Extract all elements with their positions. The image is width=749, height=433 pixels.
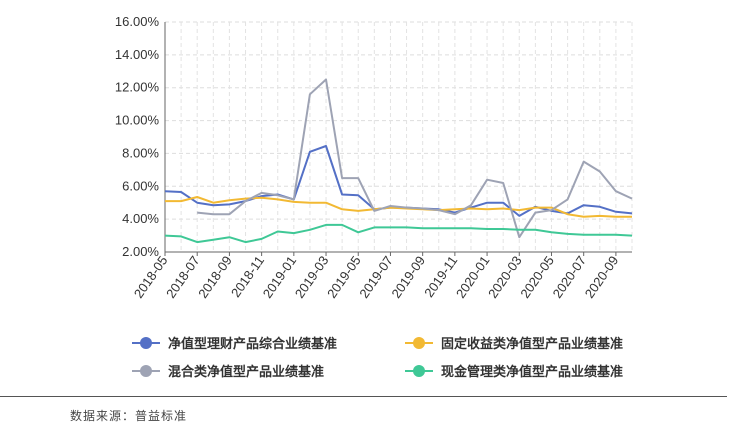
legend-item-2[interactable]: 固定收益类净值型产品业绩基准 (405, 336, 623, 352)
legend-marker (140, 365, 152, 377)
legend-label: 固定收益类净值型产品业绩基准 (441, 336, 623, 352)
series-lines (164, 78, 633, 244)
y-tick-label: 8.00% (122, 145, 159, 160)
legend-label: 现金管理类净值型产品业绩基准 (441, 364, 623, 380)
y-tick-label: 16.00% (115, 14, 160, 29)
legend-marker (140, 337, 152, 349)
legend-marker (413, 365, 425, 377)
y-tick-label: 2.00% (122, 244, 159, 259)
legend-label: 混合类净值型产品业绩基准 (168, 364, 324, 380)
series-line-1 (164, 145, 633, 217)
legend-item-3[interactable]: 混合类净值型产品业绩基准 (132, 364, 324, 380)
y-tick-label: 12.00% (115, 80, 160, 95)
y-tick-label: 4.00% (122, 211, 159, 226)
legend-label: 净值型理财产品综合业绩基准 (168, 336, 337, 352)
grid (164, 21, 633, 253)
axes: 2.00% 4.00% 6.00% 8.00% 10.00% 12.00% 14.00% 16… (115, 14, 632, 301)
source-divider (0, 396, 727, 397)
x-tick-label: 2020-09 (582, 253, 622, 301)
series-line-4 (164, 223, 633, 244)
x-tick-label: 2019-09 (388, 253, 428, 301)
y-tick-label: 6.00% (122, 178, 159, 193)
x-tick-label: 2018-09 (195, 253, 235, 301)
y-tick-label: 14.00% (115, 47, 160, 62)
series-line-3 (197, 78, 633, 239)
source-note: 数据来源：普益标准 (70, 409, 188, 423)
y-tick-label: 10.00% (115, 113, 160, 128)
legend-marker (413, 337, 425, 349)
legend-item-1[interactable]: 净值型理财产品综合业绩基准 (132, 336, 337, 352)
legend-item-4[interactable]: 现金管理类净值型产品业绩基准 (405, 364, 623, 380)
